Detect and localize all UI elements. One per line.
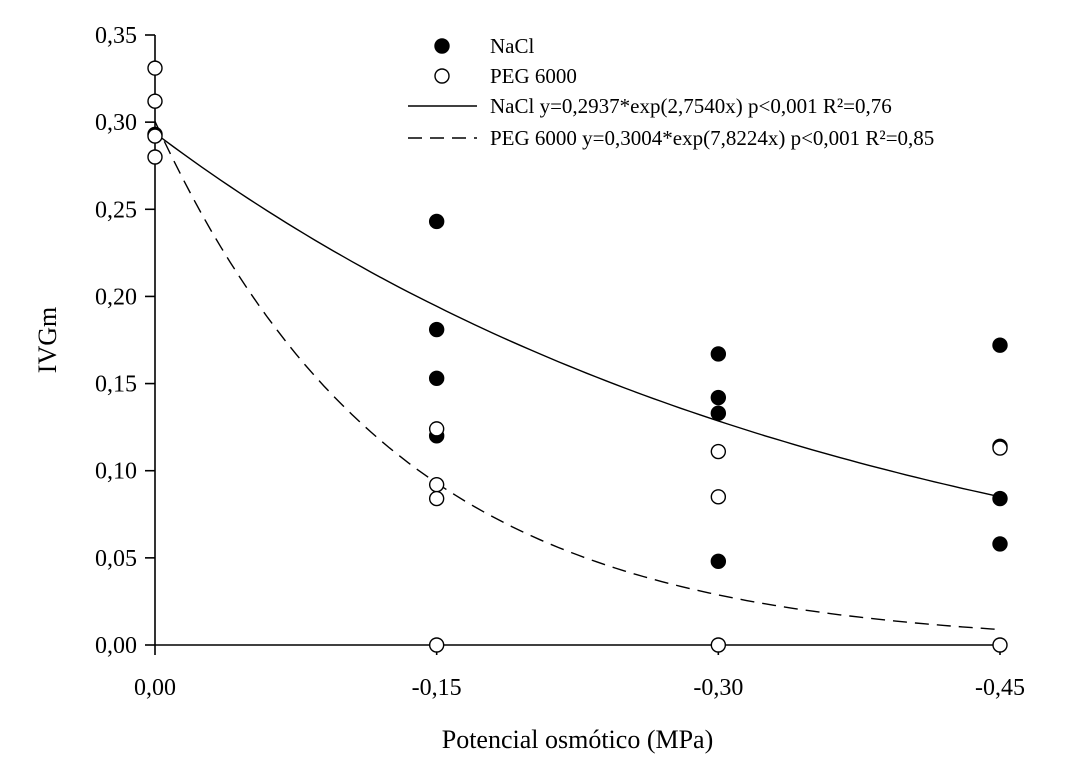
peg-data-point	[428, 637, 445, 653]
peg-data-point	[428, 421, 445, 437]
y-tick-label: 0,25	[95, 197, 137, 223]
y-tick-label: 0,30	[95, 110, 137, 136]
legend-label-peg: PEG 6000	[490, 64, 577, 88]
legend-label-nacl-fit: NaCl y=0,2937*exp(2,7540x) p<0,001 R²=0,…	[490, 94, 892, 118]
peg-data-point	[428, 490, 445, 507]
legend-marker-peg	[434, 68, 450, 84]
legend-label-nacl: NaCl	[490, 34, 534, 58]
x-ticks: 0,00 -0,15 -0,30 -0,45	[134, 645, 1025, 701]
y-tick-label: 0,20	[95, 284, 137, 310]
nacl-data-point	[710, 389, 727, 406]
y-axis-title: IVGm	[33, 307, 62, 373]
nacl-fit-curve	[154, 132, 1001, 498]
nacl-data-point	[710, 405, 727, 421]
nacl-data-point	[428, 213, 445, 230]
peg-data-point	[992, 440, 1008, 456]
axes: 0,00 0,05 0,10 0,15 0,20 0,25 0,30 0,35 0,00 -0,…	[33, 23, 1025, 754]
fit-lines	[154, 121, 1001, 631]
peg-data-point	[992, 637, 1008, 653]
y-tick-label: 0,05	[95, 546, 137, 572]
peg-data-point	[147, 128, 163, 144]
peg-data-point	[428, 476, 445, 493]
nacl-data-point	[428, 370, 445, 387]
legend: NaCl PEG 6000 NaCl y=0,2937*exp(2,7540x)…	[408, 34, 934, 150]
nacl-data-point	[710, 346, 727, 362]
nacl-data-point	[710, 553, 727, 570]
peg-data-point	[710, 637, 727, 653]
y-tick-label: 0,00	[95, 633, 137, 659]
x-axis-title: Potencial osmótico (MPa)	[442, 725, 714, 754]
nacl-data-point	[428, 321, 445, 338]
y-tick-label: 0,10	[95, 459, 137, 485]
peg-data-point	[147, 60, 163, 76]
y-tick-label: 0,15	[95, 372, 137, 398]
legend-marker-nacl	[434, 38, 450, 54]
y-ticks: 0,00 0,05 0,10 0,15 0,20 0,25 0,30 0,35	[95, 23, 155, 659]
peg-fit-curve	[154, 121, 1001, 631]
data-points	[147, 60, 1008, 653]
legend-label-peg-fit: PEG 6000 y=0,3004*exp(7,8224x) p<0,001 R…	[490, 126, 934, 150]
peg-data-point	[147, 93, 163, 109]
x-tick-label: -0,15	[412, 675, 462, 701]
peg-data-point	[147, 149, 163, 165]
nacl-data-point	[992, 337, 1008, 353]
nacl-data-point	[992, 490, 1008, 507]
peg-data-point	[710, 443, 727, 460]
nacl-data-point	[992, 536, 1008, 552]
peg-data-point	[710, 489, 727, 505]
x-tick-label: -0,45	[975, 675, 1025, 701]
y-tick-label: 0,35	[95, 23, 137, 49]
x-tick-label: -0,30	[693, 675, 743, 701]
x-tick-label: 0,00	[134, 675, 176, 701]
